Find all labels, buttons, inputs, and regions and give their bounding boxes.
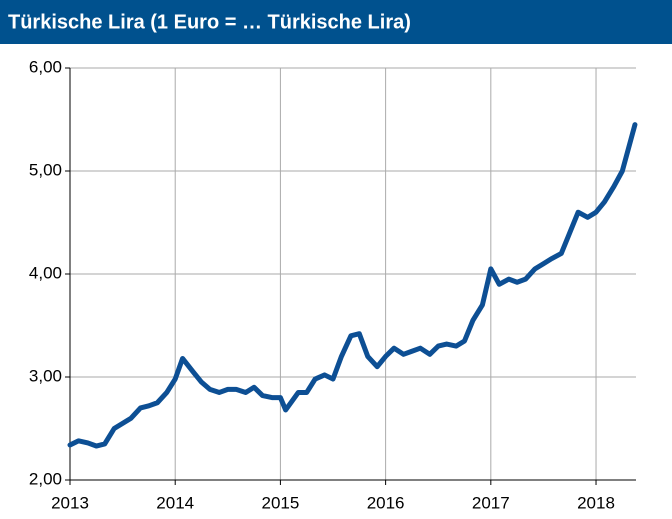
x-tick-label: 2018 [577, 493, 615, 512]
y-tick-label: 2,00 [29, 469, 62, 488]
y-tick-label: 5,00 [29, 160, 62, 179]
x-tick-label: 2013 [51, 493, 89, 512]
x-tick-label: 2014 [156, 493, 194, 512]
x-tick-label: 2017 [472, 493, 510, 512]
x-tick-label: 2015 [261, 493, 299, 512]
y-tick-label: 3,00 [29, 366, 62, 385]
y-tick-label: 6,00 [29, 57, 62, 76]
chart-title: Türkische Lira (1 Euro = … Türkische Lir… [8, 11, 411, 33]
title-bar [0, 0, 672, 44]
line-series [67, 122, 638, 449]
x-tick-label: 2016 [367, 493, 405, 512]
y-tick-label: 4,00 [29, 263, 62, 282]
